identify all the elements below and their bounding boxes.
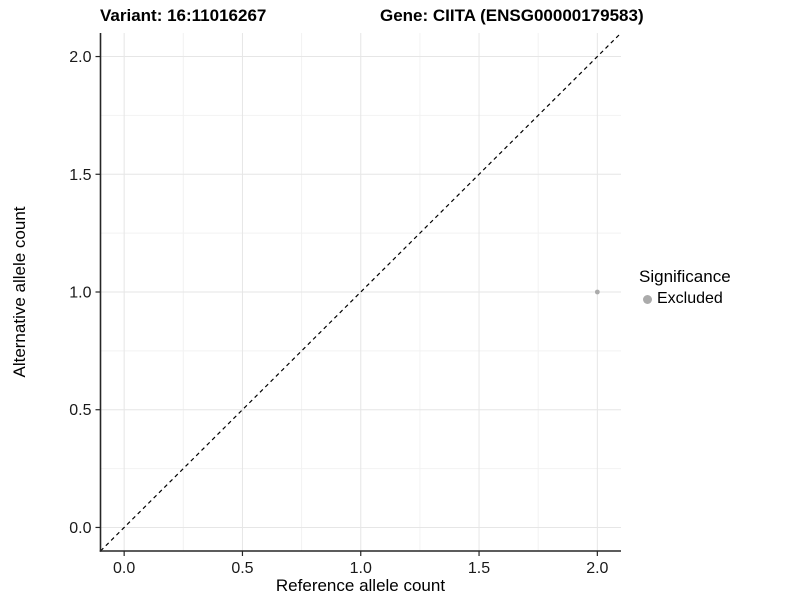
x-axis-title: Reference allele count <box>275 576 446 595</box>
y-tick-label: 2.0 <box>69 49 91 66</box>
plot-title-gene: Gene: CIITA (ENSG00000179583) <box>380 6 644 25</box>
legend-item-label: Excluded <box>657 290 723 307</box>
y-axis-title: Alternative allele count <box>10 206 29 378</box>
plot-title-variant: Variant: 16:11016267 <box>100 6 267 25</box>
legend: Significance Excluded <box>639 267 731 308</box>
y-tick-label: 0.0 <box>69 520 91 537</box>
legend-key-dot-icon <box>643 294 652 304</box>
legend-title: Significance <box>639 267 731 286</box>
x-tick-label: 2.0 <box>586 560 608 577</box>
x-tick-label: 0.0 <box>113 560 135 577</box>
identity-reference-line <box>100 32 622 552</box>
legend-item-excluded: Excluded <box>639 290 731 308</box>
x-tick-label: 1.0 <box>350 560 372 577</box>
y-tick-label: 1.0 <box>69 285 91 302</box>
y-tick-label: 1.5 <box>69 167 91 184</box>
x-tick-label: 0.5 <box>231 560 253 577</box>
data-point <box>594 289 600 295</box>
x-tick-label: 1.5 <box>468 560 490 577</box>
y-tick-label: 0.5 <box>69 402 91 419</box>
